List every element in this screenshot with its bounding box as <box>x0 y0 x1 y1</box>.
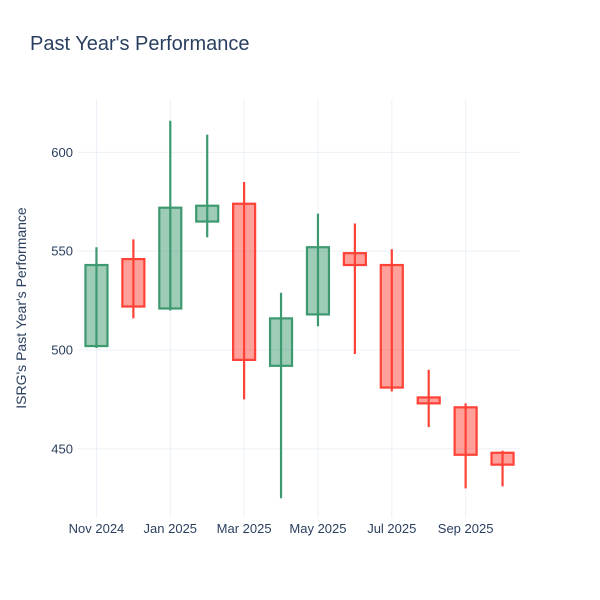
candle-increasing[interactable] <box>268 292 294 499</box>
candle-body <box>416 396 441 405</box>
y-tick-label: 600 <box>51 145 73 160</box>
candle-decreasing[interactable] <box>453 403 478 489</box>
x-tick-label: Jan 2025 <box>144 521 198 536</box>
candle-decreasing[interactable] <box>379 249 404 392</box>
candle-body <box>379 263 404 389</box>
x-tick-label: Jul 2025 <box>367 521 416 536</box>
candle-body <box>305 246 331 316</box>
candle-increasing[interactable] <box>305 213 331 327</box>
candle-decreasing[interactable] <box>121 239 146 319</box>
y-tick-label: 500 <box>51 343 73 358</box>
x-tick-label: Sep 2025 <box>438 521 494 536</box>
candle-increasing[interactable] <box>195 134 220 238</box>
plot-area[interactable] <box>78 99 521 518</box>
candle-increasing[interactable] <box>158 120 183 311</box>
candle-increasing[interactable] <box>84 247 109 349</box>
y-tick-label: 450 <box>51 441 73 456</box>
x-tick-label: Nov 2024 <box>69 521 125 536</box>
candle-body <box>158 206 183 310</box>
x-tick-label: Mar 2025 <box>217 521 272 536</box>
x-tick-label: May 2025 <box>289 521 346 536</box>
candle-decreasing[interactable] <box>416 369 441 428</box>
candle-body <box>232 202 257 361</box>
candle-body <box>268 317 294 367</box>
y-tick-label: 550 <box>51 244 73 259</box>
candle-body <box>490 451 515 466</box>
candle-body <box>121 257 146 308</box>
candle-body <box>195 204 220 223</box>
candle-decreasing[interactable] <box>232 182 257 400</box>
candle-body <box>342 252 367 267</box>
candle-decreasing[interactable] <box>490 450 515 487</box>
candle-body <box>453 406 478 456</box>
candle-decreasing[interactable] <box>342 223 367 354</box>
candle-body <box>84 263 109 348</box>
chart-title: Past Year's Performance <box>30 33 250 55</box>
